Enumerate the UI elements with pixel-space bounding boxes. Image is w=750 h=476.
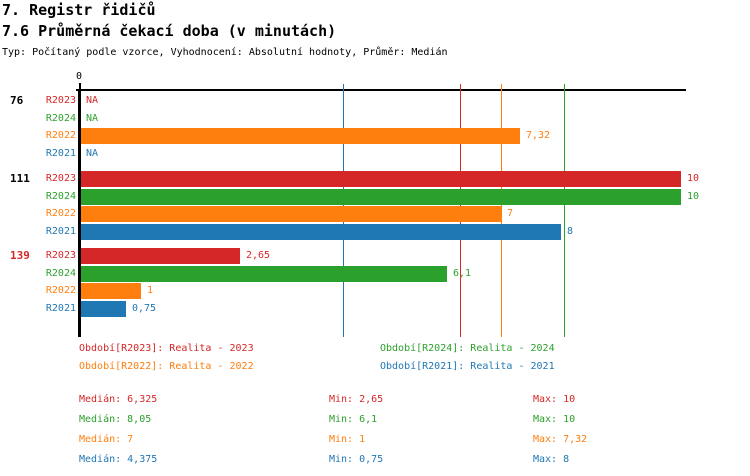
bar-value-label: 1 (147, 285, 154, 296)
page-title: 7. Registr řidičů (2, 1, 156, 19)
min-cell-R2022: Min: 1 (329, 434, 366, 445)
bar-R2023-group-111 (81, 171, 681, 187)
min-cell-R2023: Min: 2,65 (329, 394, 384, 405)
series-label-R2024: R2024 (45, 191, 76, 202)
group-label-76: 76 (10, 94, 24, 107)
series-label-R2023: R2023 (45, 173, 76, 184)
series-label-R2021: R2021 (45, 226, 76, 237)
bar-value-label: 6,1 (453, 268, 472, 279)
x-axis-line (76, 89, 686, 91)
group-label-139: 139 (10, 249, 30, 262)
bar-na-label: NA (86, 113, 99, 124)
bar-R2023-group-139 (81, 248, 240, 264)
y-axis-line (78, 89, 81, 337)
max-cell-R2022: Max: 7,32 (533, 434, 588, 445)
series-label-R2022: R2022 (45, 208, 76, 219)
median-cell-R2023: Medián: 6,325 (79, 394, 158, 405)
legend-item-R2024: Období[R2024]: Realita - 2024 (380, 343, 555, 354)
bar-value-label: 8 (567, 226, 574, 237)
chart-title: 7.6 Průměrná čekací doba (v minutách) (2, 22, 337, 40)
series-label-R2021: R2021 (45, 148, 76, 159)
bar-value-label: 10 (687, 173, 700, 184)
legend-item-R2022: Období[R2022]: Realita - 2022 (79, 361, 254, 372)
min-cell-R2021: Min: 0,75 (329, 454, 384, 465)
median-cell-R2022: Medián: 7 (79, 434, 134, 445)
series-label-R2023: R2023 (45, 95, 76, 106)
bar-value-label: 7 (507, 208, 514, 219)
series-label-R2024: R2024 (45, 268, 76, 279)
bar-R2022-group-111 (81, 206, 501, 222)
bar-R2022-group-76 (81, 128, 520, 144)
bar-R2024-group-139 (81, 266, 447, 282)
legend-item-R2023: Období[R2023]: Realita - 2023 (79, 343, 254, 354)
median-line-R2022 (500, 84, 502, 337)
min-cell-R2024: Min: 6,1 (329, 414, 378, 425)
series-label-R2024: R2024 (45, 113, 76, 124)
max-cell-R2023: Max: 10 (533, 394, 576, 405)
group-label-111: 111 (10, 172, 30, 185)
bar-R2021-group-139 (81, 301, 126, 317)
bar-R2022-group-139 (81, 283, 141, 299)
chart-meta-line: Typ: Počítaný podle vzorce, Vyhodnocení:… (2, 47, 448, 58)
bar-value-label: 2,65 (246, 250, 271, 261)
bar-value-label: 0,75 (132, 303, 157, 314)
series-label-R2021: R2021 (45, 303, 76, 314)
max-cell-R2024: Max: 10 (533, 414, 576, 425)
series-label-R2022: R2022 (45, 130, 76, 141)
bar-value-label: 10 (687, 191, 700, 202)
x-axis-zero-tick (79, 83, 81, 89)
max-cell-R2021: Max: 8 (533, 454, 570, 465)
legend-item-R2021: Období[R2021]: Realita - 2021 (380, 361, 555, 372)
median-cell-R2024: Medián: 8,05 (79, 414, 152, 425)
bar-R2021-group-111 (81, 224, 561, 240)
bar-na-label: NA (86, 148, 99, 159)
median-line-R2024 (563, 84, 565, 337)
bar-value-label: 7,32 (526, 130, 551, 141)
median-cell-R2021: Medián: 4,375 (79, 454, 158, 465)
series-label-R2023: R2023 (45, 250, 76, 261)
bar-R2024-group-111 (81, 189, 681, 205)
series-label-R2022: R2022 (45, 285, 76, 296)
bar-na-label: NA (86, 95, 99, 106)
x-axis-zero-label: 0 (76, 71, 83, 82)
